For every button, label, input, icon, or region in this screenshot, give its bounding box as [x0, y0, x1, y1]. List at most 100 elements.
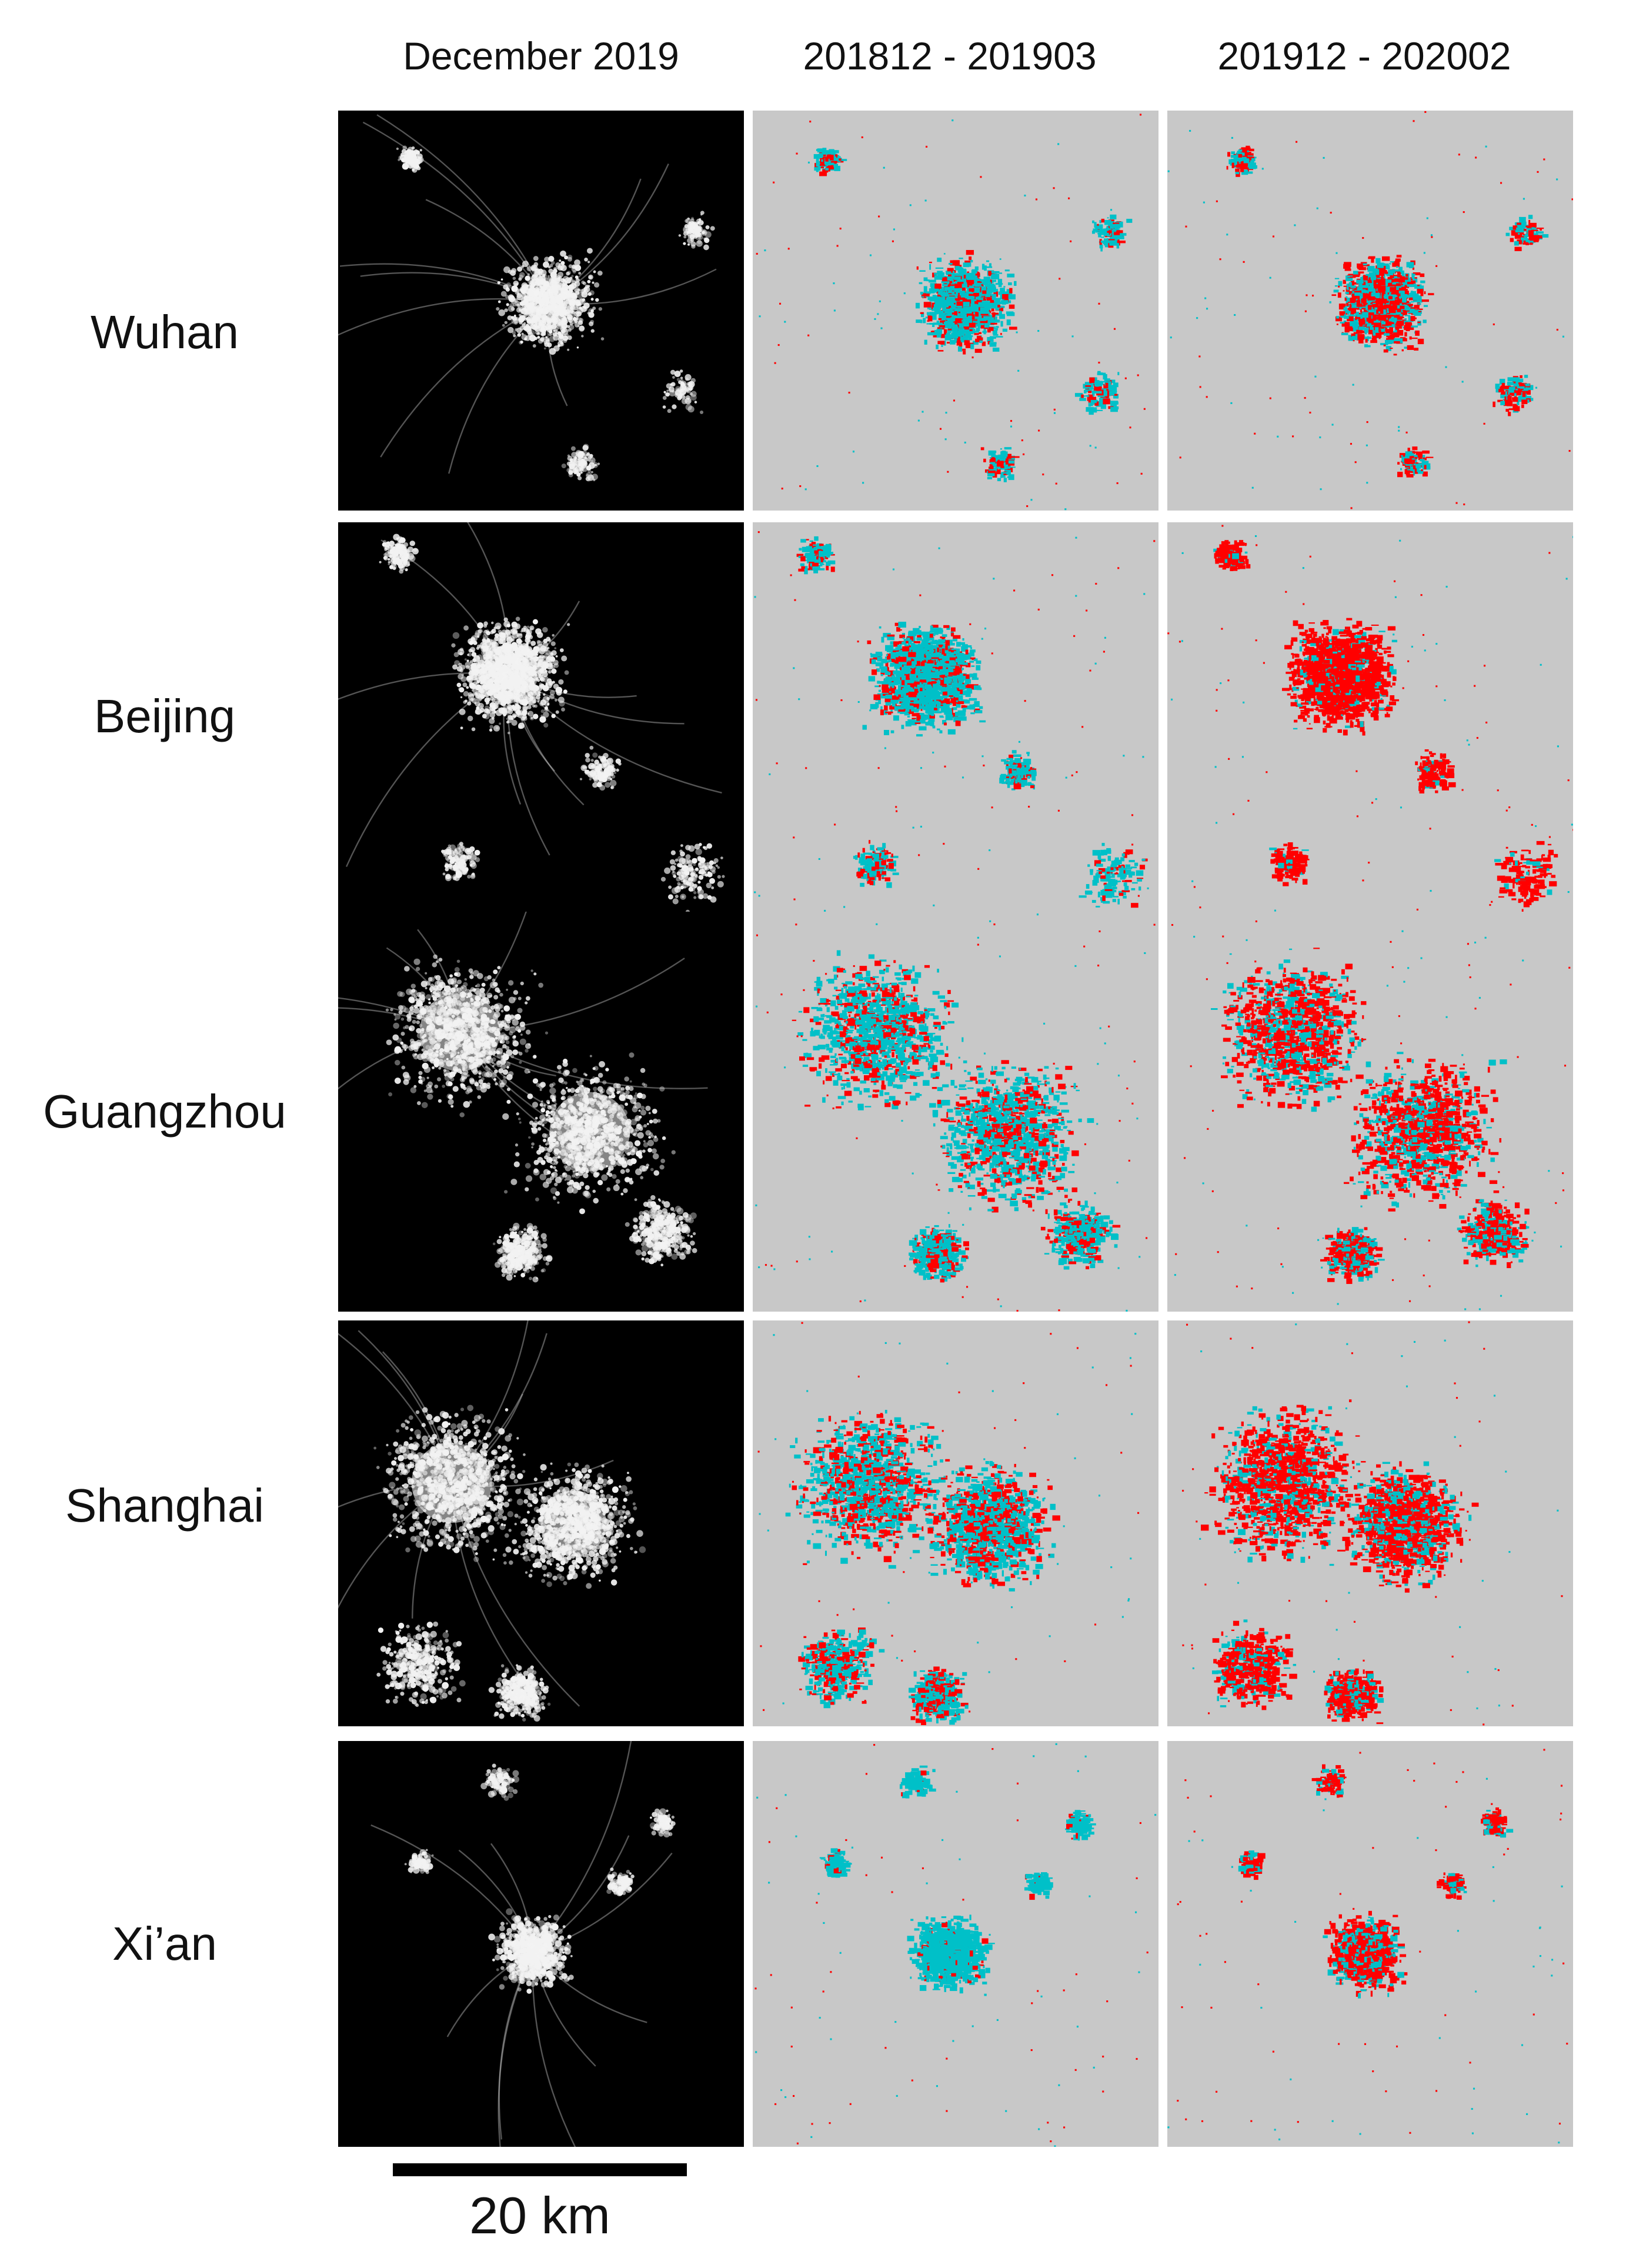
speck-pixel [781, 488, 783, 490]
decrease-pixel [944, 308, 953, 314]
light-pixel [662, 405, 666, 409]
increase-pixel [1497, 399, 1503, 402]
decrease-pixel [994, 463, 998, 468]
decrease-pixel [1344, 315, 1351, 319]
increase-pixel [1409, 456, 1414, 459]
decrease-pixel [992, 329, 997, 335]
speck-pixel [1167, 170, 1170, 172]
increase-pixel [1361, 298, 1367, 303]
decrease-pixel [1534, 227, 1537, 230]
decrease-pixel [1528, 215, 1533, 219]
decrease-pixel [1411, 274, 1415, 276]
decrease-pixel [920, 292, 923, 295]
increase-pixel [1343, 279, 1346, 284]
increase-pixel [1370, 318, 1374, 322]
increase-pixel [1413, 465, 1416, 469]
decrease-pixel [1106, 238, 1109, 243]
light-pixel [574, 259, 580, 266]
light-pixel [584, 456, 587, 460]
increase-pixel [1378, 315, 1387, 321]
light-pixel [398, 158, 400, 161]
increase-pixel [1415, 311, 1421, 312]
decrease-pixel [1509, 386, 1515, 390]
increase-pixel [1403, 309, 1407, 315]
increase-pixel [1009, 304, 1015, 309]
decrease-pixel [1409, 292, 1413, 296]
speck-pixel [1543, 158, 1545, 161]
increase-pixel [974, 333, 979, 335]
decrease-pixel [1113, 382, 1118, 388]
increase-pixel [1505, 409, 1510, 412]
row-label-wuhan: Wuhan [0, 297, 329, 368]
decrease-pixel [819, 153, 826, 155]
increase-pixel [1407, 282, 1414, 285]
speck-pixel [1097, 224, 1099, 226]
decrease-pixel [999, 272, 1003, 274]
decrease-pixel [1516, 227, 1524, 233]
increase-pixel [1422, 471, 1428, 477]
increase-pixel [1504, 385, 1511, 389]
increase-pixel [1375, 265, 1380, 271]
decrease-pixel [916, 319, 922, 323]
increase-pixel [1397, 298, 1400, 302]
decrease-pixel [1333, 289, 1339, 293]
speck-pixel [1277, 435, 1279, 438]
decrease-pixel [929, 288, 935, 293]
decrease-pixel [973, 278, 981, 281]
decrease-pixel [989, 302, 993, 305]
light-pixel [550, 261, 555, 265]
decrease-pixel [936, 321, 940, 325]
increase-pixel [1363, 291, 1365, 296]
decrease-pixel [1338, 281, 1343, 286]
decrease-pixel [934, 309, 938, 315]
light-pixel [416, 153, 423, 159]
decrease-pixel [1359, 306, 1362, 310]
increase-pixel [1094, 385, 1102, 391]
speck-pixel [1198, 355, 1201, 358]
light-pixel [536, 332, 540, 336]
decrease-pixel [947, 282, 949, 285]
light-pixel [508, 326, 514, 333]
decrease-pixel [957, 330, 965, 336]
decrease-pixel [985, 292, 990, 298]
decrease-pixel [1358, 284, 1363, 288]
decrease-pixel [824, 161, 831, 166]
increase-pixel [956, 341, 960, 346]
decrease-pixel [1524, 225, 1532, 226]
increase-pixel [1518, 383, 1527, 386]
decrease-pixel [1362, 312, 1368, 318]
speck-pixel [1272, 235, 1275, 238]
speck-pixel [807, 334, 810, 336]
speck-pixel [960, 265, 962, 267]
light-pixel [688, 382, 693, 386]
decrease-pixel [959, 258, 963, 259]
city-core-glow [523, 277, 575, 328]
speck-pixel [1216, 200, 1218, 202]
decrease-pixel [821, 159, 823, 162]
increase-pixel [1412, 451, 1418, 453]
decrease-pixel [1014, 281, 1017, 286]
light-pixel [588, 308, 595, 314]
increase-pixel [1366, 315, 1372, 322]
increase-pixel [1384, 304, 1391, 309]
increase-pixel [1418, 454, 1423, 461]
light-pixel [680, 379, 684, 382]
decrease-pixel [831, 150, 839, 154]
increase-pixel [1414, 305, 1420, 309]
light-pixel [667, 409, 672, 413]
panel-texture [338, 114, 717, 482]
light-pixel [597, 271, 603, 276]
increase-pixel [1414, 468, 1417, 474]
increase-pixel [1395, 283, 1401, 286]
increase-pixel [1381, 293, 1384, 300]
decrease-pixel [1525, 235, 1528, 239]
decrease-pixel [1509, 226, 1516, 231]
light-pixel [515, 283, 518, 286]
decrease-pixel [1508, 383, 1510, 388]
decrease-pixel [1364, 336, 1372, 339]
light-pixel [540, 332, 545, 336]
speck-pixel [1304, 310, 1307, 312]
increase-pixel [1108, 230, 1112, 234]
speck-pixel [809, 121, 812, 123]
speck-pixel [756, 252, 758, 255]
